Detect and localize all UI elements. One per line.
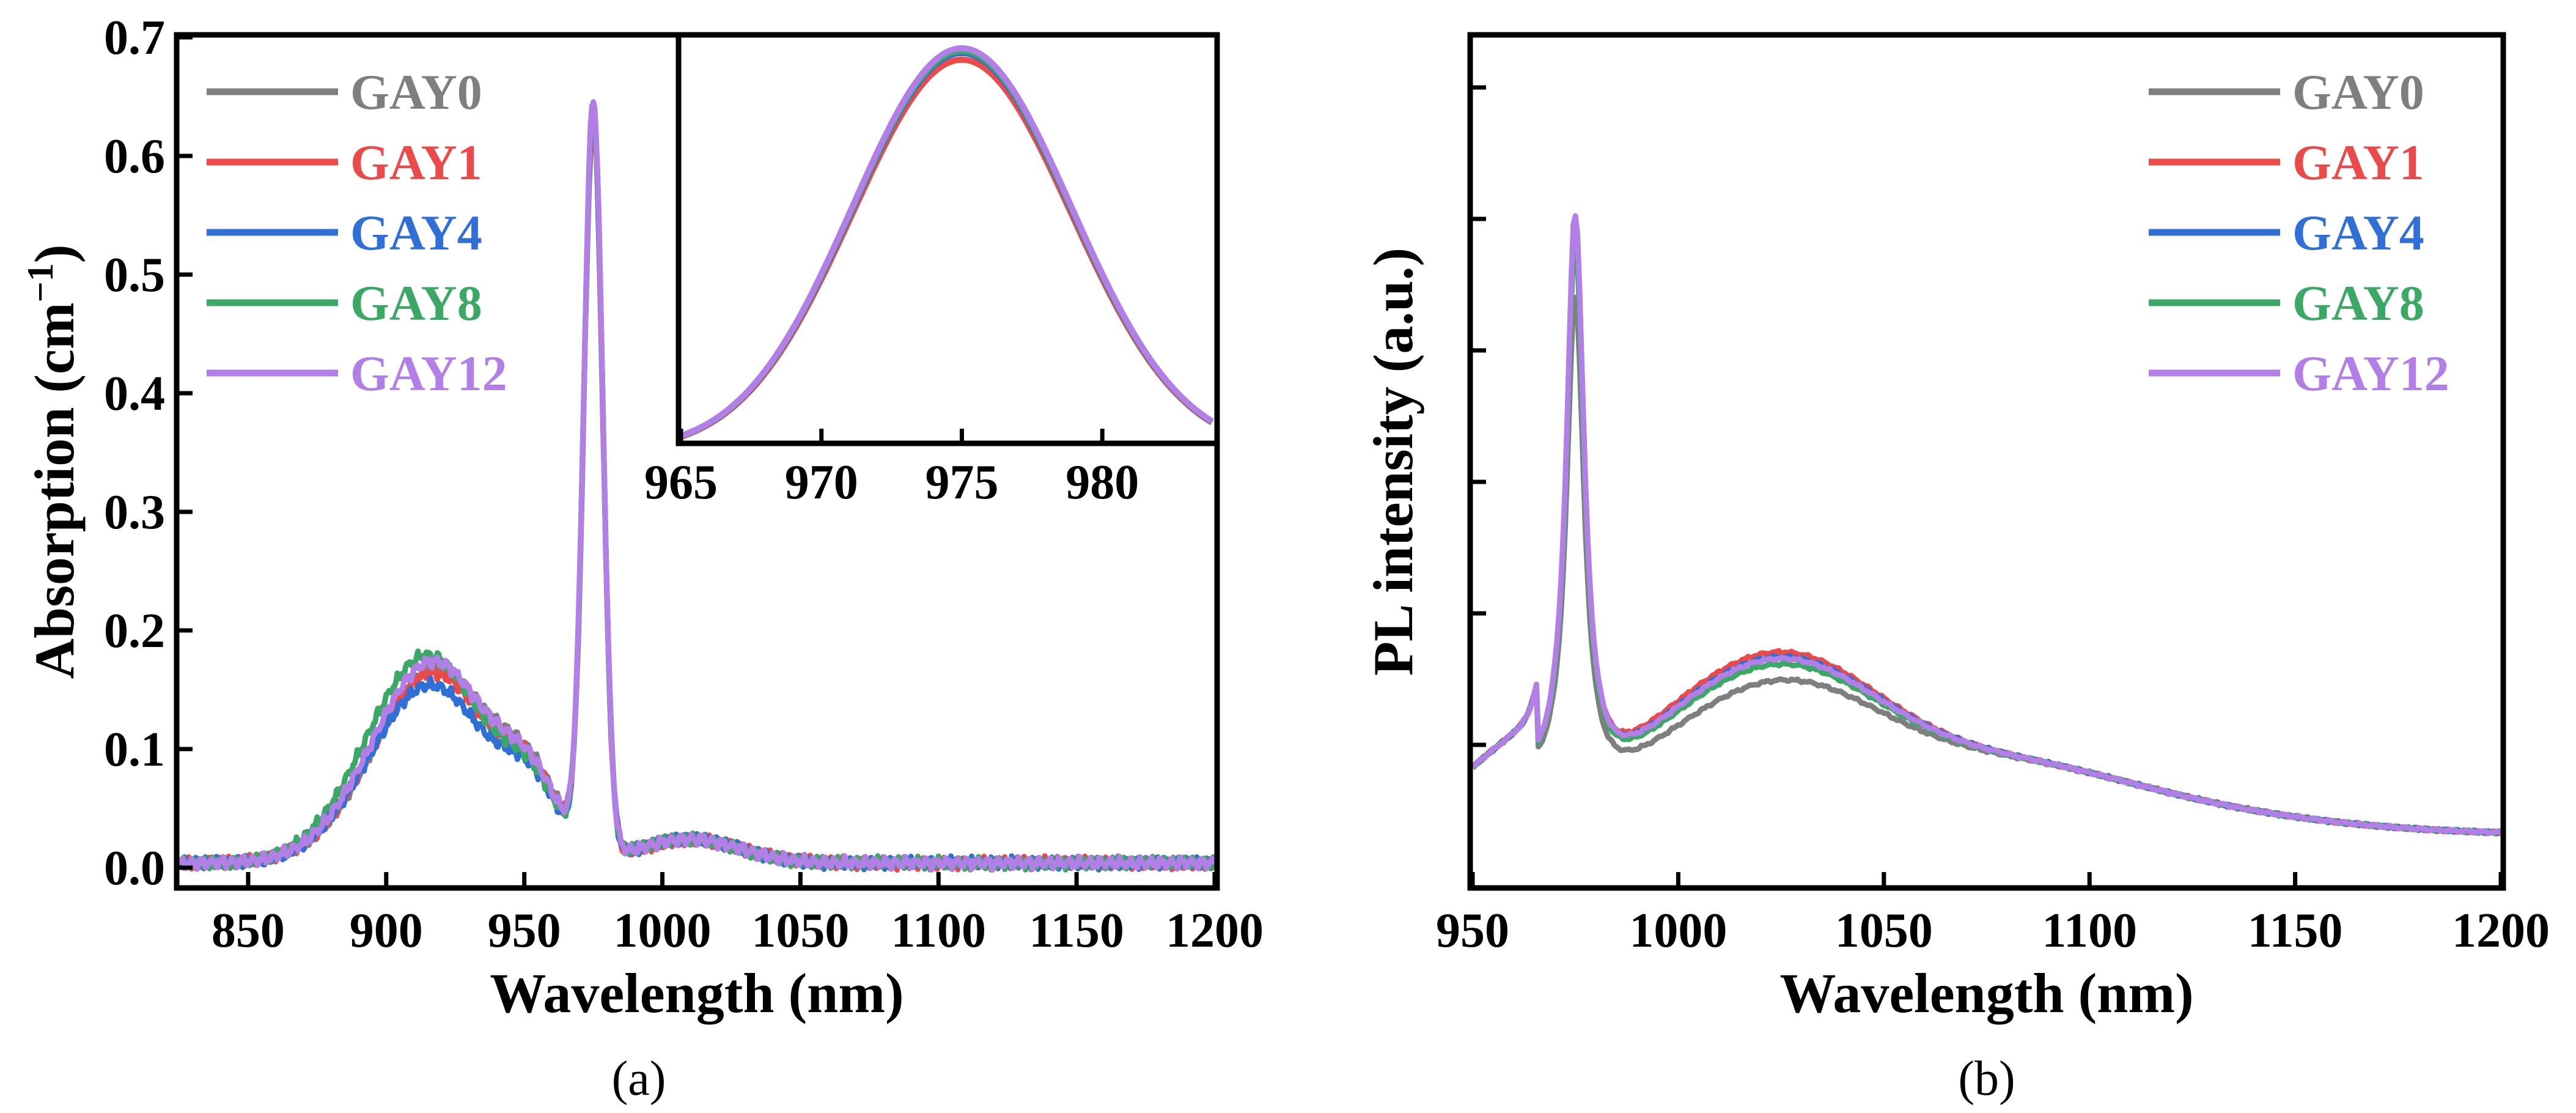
- panel-a-x-tick-label: 1000: [614, 904, 712, 958]
- panel-a-legend-label-gay12: GAY12: [350, 346, 507, 401]
- inset-x-tick-label: 970: [785, 456, 858, 509]
- inset-background: [679, 35, 1217, 443]
- panel-a-y-tick-label: 0.7: [104, 11, 165, 65]
- panel-a-y-tick-label: 0.6: [104, 130, 165, 183]
- panel-a-x-tick-label: 1200: [1166, 904, 1264, 958]
- inset-series-gay12: [680, 45, 1214, 439]
- inset-plot-frame: [675, 32, 1220, 446]
- panel-a-y-tick-label: 0.1: [104, 723, 165, 777]
- panel-a-legend-label-gay8: GAY8: [350, 275, 482, 331]
- panel-b-x-tick-label: 1000: [1629, 904, 1727, 958]
- panel-b-x-axis-label: Wavelength (nm): [1779, 962, 2193, 1024]
- panel-b-x-tick-label: 950: [1436, 904, 1509, 958]
- panel-a-x-axis-label: Wavelength (nm): [490, 962, 903, 1024]
- inset-x-tick-label: 980: [1065, 456, 1139, 509]
- panel-a-y-tick-label: 0.5: [104, 248, 165, 302]
- panel-a-x-tick-label: 950: [488, 904, 561, 958]
- panel-a-x-tick-label: 1150: [1029, 904, 1124, 958]
- inset-x-tick-label: 965: [644, 456, 718, 509]
- panel-b-y-axis-label: PL intensity (a.u.): [1362, 248, 1424, 676]
- panel-a-x-tick-label: 900: [350, 904, 423, 958]
- panel-b-series-gay12: [1470, 213, 2502, 837]
- panel-b-x-tick-label: 1050: [1835, 904, 1933, 958]
- panel-a-y-tick-label: 0.3: [104, 486, 165, 539]
- panel-b-legend-label-gay0: GAY0: [2292, 64, 2424, 120]
- panel-a-y-label-close: ): [23, 245, 86, 264]
- panel-a-series-gay12: [176, 99, 1217, 873]
- panel-b-x-tick-label: 1150: [2248, 904, 2343, 958]
- panel-b-legend-label-gay8: GAY8: [2292, 275, 2424, 331]
- inset-x-tick-label: 975: [925, 456, 998, 509]
- panel-b-legend: GAY0 GAY1 GAY4 GAY8 GAY12: [2149, 64, 2449, 401]
- panel-a-legend-label-gay4: GAY4: [350, 205, 482, 261]
- panel-a-y-tick-label: 0.0: [104, 841, 165, 895]
- panel-b-caption: (b): [1958, 1052, 2015, 1106]
- panel-b-legend-label-gay12: GAY12: [2292, 346, 2449, 401]
- inset-ticks: 965 970 975 980: [644, 429, 1139, 509]
- panel-a-legend-label-gay1: GAY1: [350, 135, 482, 190]
- panel-b-ticks: 950 1000 1050 1100 1150 1200: [1436, 85, 2550, 958]
- panel-b-legend-label-gay1: GAY1: [2292, 135, 2424, 190]
- panel-a-y-label-main: Absorption (cm: [23, 302, 86, 679]
- panel-a-legend-label-gay0: GAY0: [350, 64, 482, 120]
- panel-a-ticks: 850 900 950 1000 1050 1100 1150 1200 0.0 0.1 0.2 0.…: [104, 11, 1264, 958]
- panel-a-series-group: [176, 99, 1218, 873]
- panel-b: 950 1000 1050 1100 1150 1200 Wavelength (nm) …: [1362, 32, 2550, 1106]
- panel-b-series-group: [1470, 213, 2503, 837]
- panel-a-x-tick-label: 850: [212, 904, 285, 958]
- panel-b-legend-label-gay4: GAY4: [2292, 205, 2424, 261]
- panel-a-y-tick-label: 0.2: [104, 604, 165, 658]
- panel-a-y-axis-label: Absorption (cm−1): [20, 245, 86, 679]
- panel-b-x-tick-label: 1200: [2452, 904, 2550, 958]
- panel-a-legend: GAY0 GAY1 GAY4 GAY8 GAY12: [207, 64, 507, 401]
- panel-a-x-tick-label: 1100: [891, 904, 986, 958]
- panel-b-plot-frame: [1467, 32, 2506, 891]
- panel-a-y-tick-label: 0.4: [104, 367, 165, 421]
- panel-a-y-label-sup: −1: [20, 263, 61, 302]
- panel-a-x-tick-label: 1050: [751, 904, 849, 958]
- panel-a-caption: (a): [612, 1052, 666, 1106]
- inset-series-group: [680, 45, 1214, 440]
- panel-a: 850 900 950 1000 1050 1100 1150 1200 0.0 0.1 0.2 0.…: [20, 11, 1264, 1106]
- panel-b-x-tick-label: 1100: [2042, 904, 2137, 958]
